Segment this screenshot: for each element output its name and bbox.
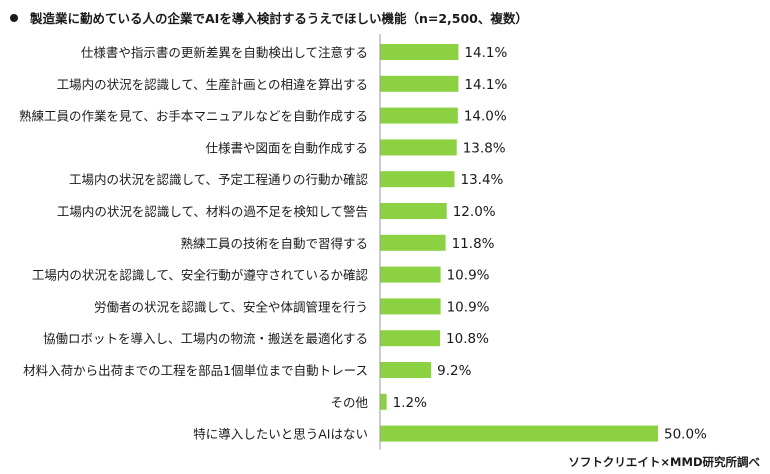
- data-label: 14.0%: [464, 109, 507, 125]
- bar: [380, 298, 441, 315]
- bar: [380, 75, 459, 92]
- category-label: その他: [330, 395, 368, 410]
- data-label: 10.8%: [446, 331, 489, 347]
- data-label: 9.2%: [437, 363, 471, 379]
- data-label: 13.8%: [463, 140, 506, 156]
- chart-title: 製造業に勤めている人の企業でAIを導入検討するうえでほしい機能（n=2,500、…: [10, 8, 528, 27]
- bar: [380, 266, 441, 283]
- data-label: 10.9%: [447, 299, 490, 315]
- data-label: 10.9%: [447, 268, 490, 284]
- category-label: 工場内の状況を認識して、予定工程通りの行動か確認: [69, 172, 369, 187]
- category-label: 熟練工員の作業を見て、お手本マニュアルなどを自動作成する: [19, 109, 368, 124]
- category-label: 工場内の状況を認識して、生産計画との相違を算出する: [57, 77, 368, 92]
- bar: [380, 44, 459, 60]
- category-label: 工場内の状況を認識して、安全行動が遵守されているか確認: [32, 268, 369, 283]
- data-label: 50.0%: [664, 427, 707, 443]
- data-label: 14.1%: [464, 77, 507, 93]
- data-label: 1.2%: [393, 395, 427, 411]
- category-label: 労働者の状況を認識して、安全や体調管理を行う: [94, 299, 368, 314]
- category-label: 仕様書や図面を自動作成する: [205, 140, 368, 155]
- bar: [380, 393, 387, 410]
- data-label: 11.8%: [452, 236, 495, 252]
- category-label: 仕様書や指示書の更新差異を自動検出して注意する: [81, 45, 368, 60]
- data-label: 13.4%: [461, 172, 504, 188]
- category-label: 熟練工員の技術を自動で習得する: [180, 236, 368, 251]
- bar: [380, 107, 458, 124]
- title-bullet-icon: [10, 14, 18, 22]
- category-label: 協働ロボットを導入し、工場内の物流・搬送を最適化する: [43, 331, 368, 346]
- bar: [380, 234, 446, 251]
- bar: [380, 139, 457, 156]
- bar: [380, 203, 447, 219]
- bar: [380, 425, 658, 442]
- chart-title-text: 製造業に勤めている人の企業でAIを導入検討するうえでほしい機能（n=2,500、…: [30, 11, 528, 26]
- data-label: 14.1%: [464, 45, 507, 61]
- category-label: 材料入荷から出荷までの工程を部品1個単位まで自動トレース: [23, 363, 368, 378]
- category-label: 工場内の状況を認識して、材料の過不足を検知して警告: [57, 204, 368, 219]
- source-credit: ソフトクリエイト×MMD研究所調べ: [568, 455, 760, 469]
- data-label: 12.0%: [453, 204, 496, 220]
- bar: [380, 171, 455, 188]
- bar: [380, 362, 432, 378]
- category-label: 特に導入したいと思うAIはない: [193, 427, 368, 442]
- bar: [380, 330, 441, 347]
